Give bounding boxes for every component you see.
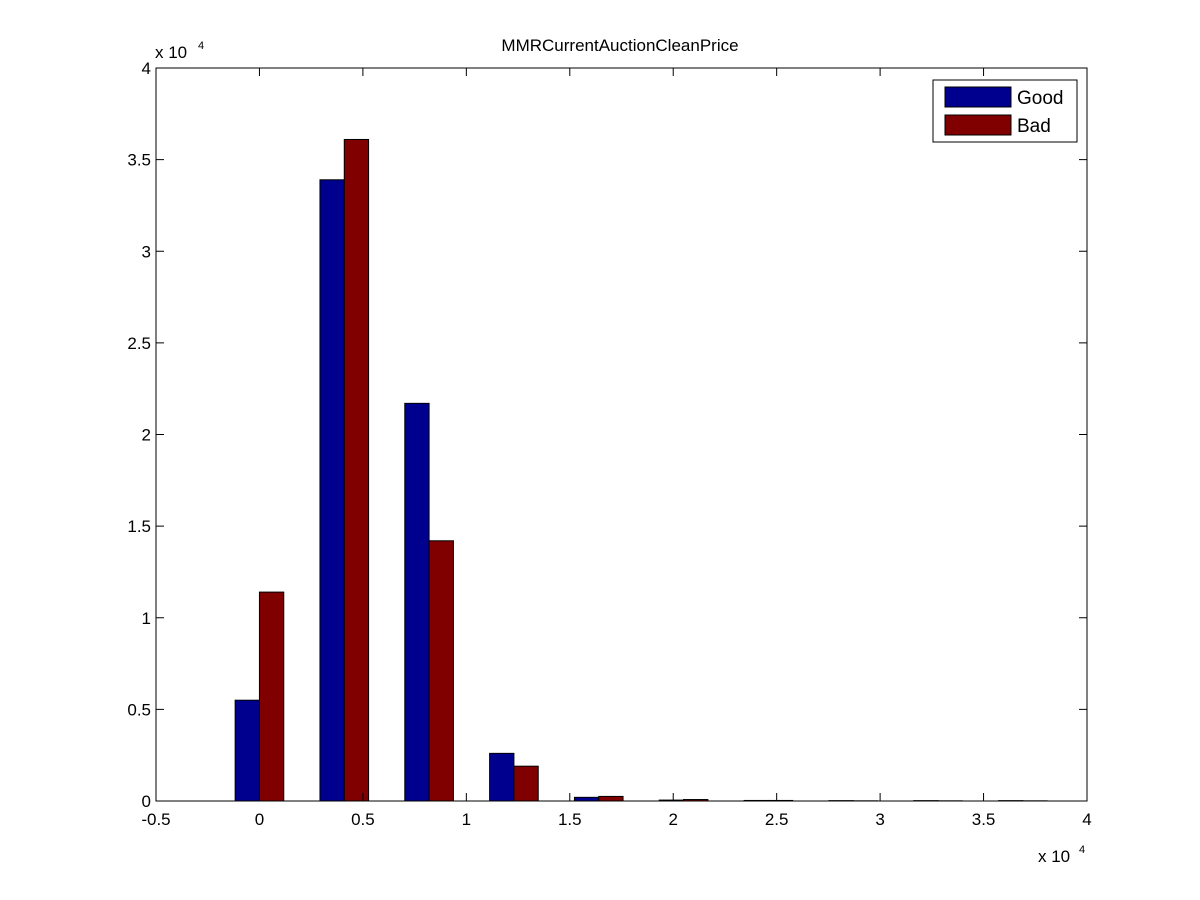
y-tick-label: 4 — [142, 59, 151, 78]
bar-good-4 — [573, 796, 600, 802]
bar-bad-3 — [513, 765, 539, 802]
x-tick-label: -0.5 — [141, 810, 170, 829]
legend-swatch-good — [944, 86, 1012, 108]
y-axis-ticks: 0 0.5 1 1.5 2 2.5 3 3.5 4 — [127, 59, 1087, 811]
x-tick-label: 2.5 — [765, 810, 789, 829]
y-tick-label: 2.5 — [127, 334, 151, 353]
x-multiplier-label: x 10 — [1038, 847, 1070, 866]
x-tick-label: 2 — [668, 810, 677, 829]
y-tick-label: 2 — [142, 426, 151, 445]
legend-label-bad: Bad — [1017, 116, 1051, 137]
legend-label-good: Good — [1017, 88, 1063, 109]
bar-bad-1 — [343, 138, 370, 802]
bar-bad-0 — [258, 591, 285, 802]
bar-bad-2 — [428, 540, 454, 802]
x-tick-label: 3.5 — [972, 810, 996, 829]
x-tick-label: 4 — [1082, 810, 1091, 829]
y-tick-label: 0.5 — [127, 700, 151, 719]
y-tick-label: 1 — [142, 609, 151, 628]
x-axis-multiplier: x 10 4 — [1038, 844, 1085, 866]
y-tick-label: 3 — [142, 242, 151, 261]
bar-good-3 — [489, 752, 515, 802]
x-axis-ticks: -0.5 0 0.5 1 1.5 2 2.5 3 3.5 4 — [141, 68, 1092, 829]
x-tick-label: 1.5 — [558, 810, 582, 829]
y-multiplier-exponent: 4 — [198, 40, 204, 52]
y-tick-label: 0 — [142, 792, 151, 811]
bar-good-1 — [319, 179, 345, 802]
x-tick-label: 0 — [255, 810, 264, 829]
legend-swatch-bad — [944, 114, 1012, 136]
y-axis-multiplier: x 10 4 — [155, 40, 204, 62]
legend: Good Bad — [932, 79, 1078, 143]
y-multiplier-label: x 10 — [155, 43, 187, 62]
bar-good-0 — [234, 699, 260, 802]
chart-title: MMRCurrentAuctionCleanPrice — [501, 36, 738, 55]
bar-good-2 — [404, 402, 430, 802]
x-tick-label: 3 — [875, 810, 884, 829]
x-tick-label: 1 — [462, 810, 471, 829]
x-multiplier-exponent: 4 — [1079, 844, 1085, 856]
y-tick-label: 3.5 — [127, 151, 151, 170]
x-tick-label: 0.5 — [351, 810, 375, 829]
y-tick-label: 1.5 — [127, 517, 151, 536]
bar-bad-4 — [598, 795, 624, 802]
